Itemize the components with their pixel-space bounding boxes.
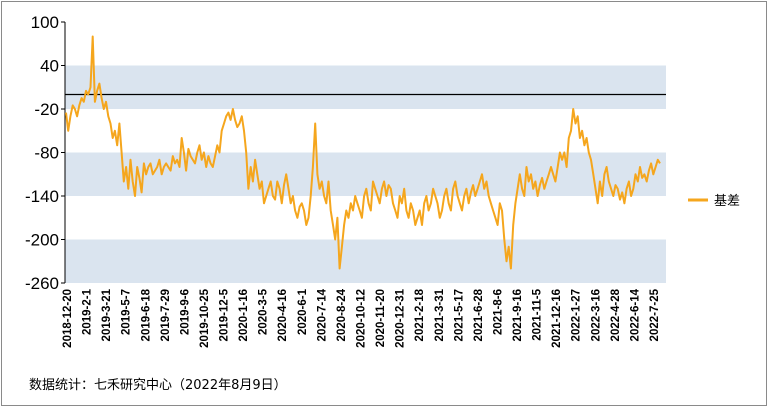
x-tick-label: 2021-9-16 [512, 289, 524, 341]
x-tick-label: 2022-4-28 [610, 288, 622, 341]
x-tick-label: 2020-3-5 [258, 288, 270, 335]
x-tick-label: 2020-12-31 [395, 288, 407, 347]
x-tick-label: 2019-10-25 [199, 288, 211, 347]
legend: 基差 [688, 194, 740, 209]
x-tick-label: 2020-10-12 [356, 289, 368, 348]
legend-label: 基差 [714, 194, 740, 209]
y-axis-ticks: 100 40 -20 -80 -140 -200 -260 [25, 13, 65, 293]
x-tick-label: 2019-7-29 [160, 289, 172, 341]
x-tick-label: 2019-5-7 [121, 289, 133, 335]
y-tick-label: -20 [34, 100, 59, 119]
source-note: 数据统计：七禾研究中心（2022年8月9日） [29, 378, 287, 393]
x-tick-label: 2021-8-6 [492, 289, 504, 335]
x-tick-label: 2018-12-20 [62, 289, 74, 348]
x-tick-label: 2020-8-24 [336, 288, 348, 341]
x-tick-label: 2021-3-31 [434, 288, 446, 341]
x-tick-label: 2022-1-27 [571, 289, 583, 341]
y-tick-label: -260 [25, 274, 59, 293]
x-tick-label: 2019-2-1 [82, 288, 94, 335]
grid-band-0 [65, 65, 666, 109]
grid-bands [65, 65, 666, 283]
x-tick-label: 2021-11-5 [532, 288, 544, 340]
x-tick-label: 2021-6-28 [473, 288, 485, 341]
x-tick-label: 2021-5-17 [453, 289, 465, 341]
y-tick-label: 100 [31, 13, 59, 32]
y-tick-label: -80 [34, 144, 59, 163]
y-tick-label: -140 [25, 187, 59, 206]
x-tick-label: 2022-7-25 [649, 288, 661, 341]
x-tick-label: 2020-6-1 [297, 288, 309, 335]
x-tick-label: 2020-4-16 [277, 289, 289, 341]
y-tick-label: -200 [25, 231, 59, 250]
x-tick-label: 2020-7-14 [316, 288, 328, 341]
x-tick-label: 2022-3-16 [590, 289, 602, 341]
x-tick-label: 2019-9-6 [179, 289, 191, 335]
x-tick-label: 2021-2-18 [414, 288, 426, 341]
y-tick-label: 40 [40, 57, 59, 76]
x-axis-ticks: 2018-12-20 2019-2-1 2019-3-21 2019-5-7 2019-… [62, 288, 661, 347]
x-tick-label: 2019-6-18 [140, 288, 152, 341]
series-line-basis [65, 35, 661, 270]
x-tick-label: 2020-11-20 [375, 289, 387, 347]
x-tick-label: 2021-12-16 [551, 289, 563, 348]
grid-band-2 [65, 239, 666, 283]
x-tick-label: 2019-3-21 [101, 288, 113, 341]
x-tick-label: 2019-12-5 [219, 288, 231, 341]
x-tick-label: 2020-1-16 [238, 289, 250, 341]
x-tick-label: 2022-6-14 [629, 288, 641, 341]
